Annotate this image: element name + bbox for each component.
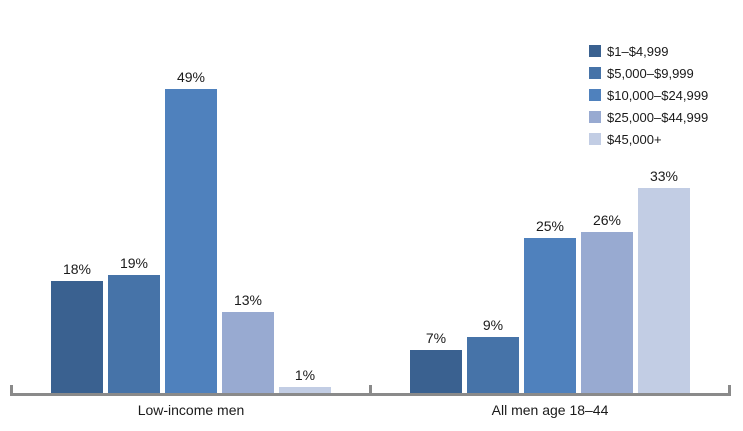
legend-item: $25,000–$44,999 (589, 106, 708, 128)
legend-swatch-icon (589, 89, 601, 101)
bar (467, 337, 519, 393)
bar-value-label: 33% (649, 168, 679, 185)
bar (524, 238, 576, 393)
legend-label: $25,000–$44,999 (607, 109, 709, 125)
legend-swatch-icon (589, 45, 601, 57)
legend-label: $45,000+ (607, 131, 662, 147)
bar-column: 49% (165, 69, 217, 393)
bar (165, 89, 217, 393)
legend-swatch-icon (589, 111, 601, 123)
bar-value-label: 19% (119, 255, 149, 272)
bar-group: 18% 19% 49% 13% 1% (51, 69, 331, 393)
bar (222, 312, 274, 393)
category-label-low-income-men: Low-income men (137, 402, 245, 418)
bar-column: 19% (108, 255, 160, 393)
bar-value-label: 18% (62, 261, 92, 278)
bar-value-label: 49% (176, 69, 206, 86)
legend: $1–$4,999 $5,000–$9,999 $10,000–$24,999 $25… (589, 40, 708, 150)
x-axis-tick-right (728, 385, 731, 393)
bar-column: 7% (410, 330, 462, 393)
legend-item: $1–$4,999 (589, 40, 708, 62)
bar-value-label: 7% (425, 329, 447, 346)
category-label-all-men: All men age 18–44 (491, 402, 609, 418)
legend-swatch-icon (589, 67, 601, 79)
legend-item: $10,000–$24,999 (589, 84, 708, 106)
bar (279, 386, 331, 393)
legend-item: $5,000–$9,999 (589, 62, 708, 84)
bar-value-label: 26% (592, 211, 622, 228)
bar-column: 33% (638, 168, 690, 393)
bar (108, 275, 160, 393)
bar-column: 26% (581, 212, 633, 393)
x-axis-tick-middle (369, 385, 372, 393)
bar-column: 25% (524, 218, 576, 393)
x-axis-line (10, 393, 731, 396)
bar-column: 1% (279, 367, 331, 393)
bar-column: 9% (467, 317, 519, 393)
bar (581, 231, 633, 393)
x-axis-tick-left (10, 385, 13, 393)
bar-group: 7% 9% 25% 26% 33% (410, 168, 690, 393)
legend-swatch-icon (589, 133, 601, 145)
bar (51, 281, 103, 393)
bar-value-label: 13% (233, 292, 263, 309)
bar-column: 13% (222, 292, 274, 393)
legend-label: $5,000–$9,999 (607, 65, 694, 81)
legend-label: $10,000–$24,999 (607, 87, 709, 103)
legend-label: $1–$4,999 (607, 43, 669, 59)
bar-value-label: 9% (482, 317, 504, 334)
bar-value-label: 25% (535, 217, 565, 234)
legend-item: $45,000+ (589, 128, 708, 150)
bar (410, 349, 462, 393)
bar-column: 18% (51, 261, 103, 393)
bar (638, 188, 690, 393)
bar-value-label: 1% (294, 366, 316, 383)
